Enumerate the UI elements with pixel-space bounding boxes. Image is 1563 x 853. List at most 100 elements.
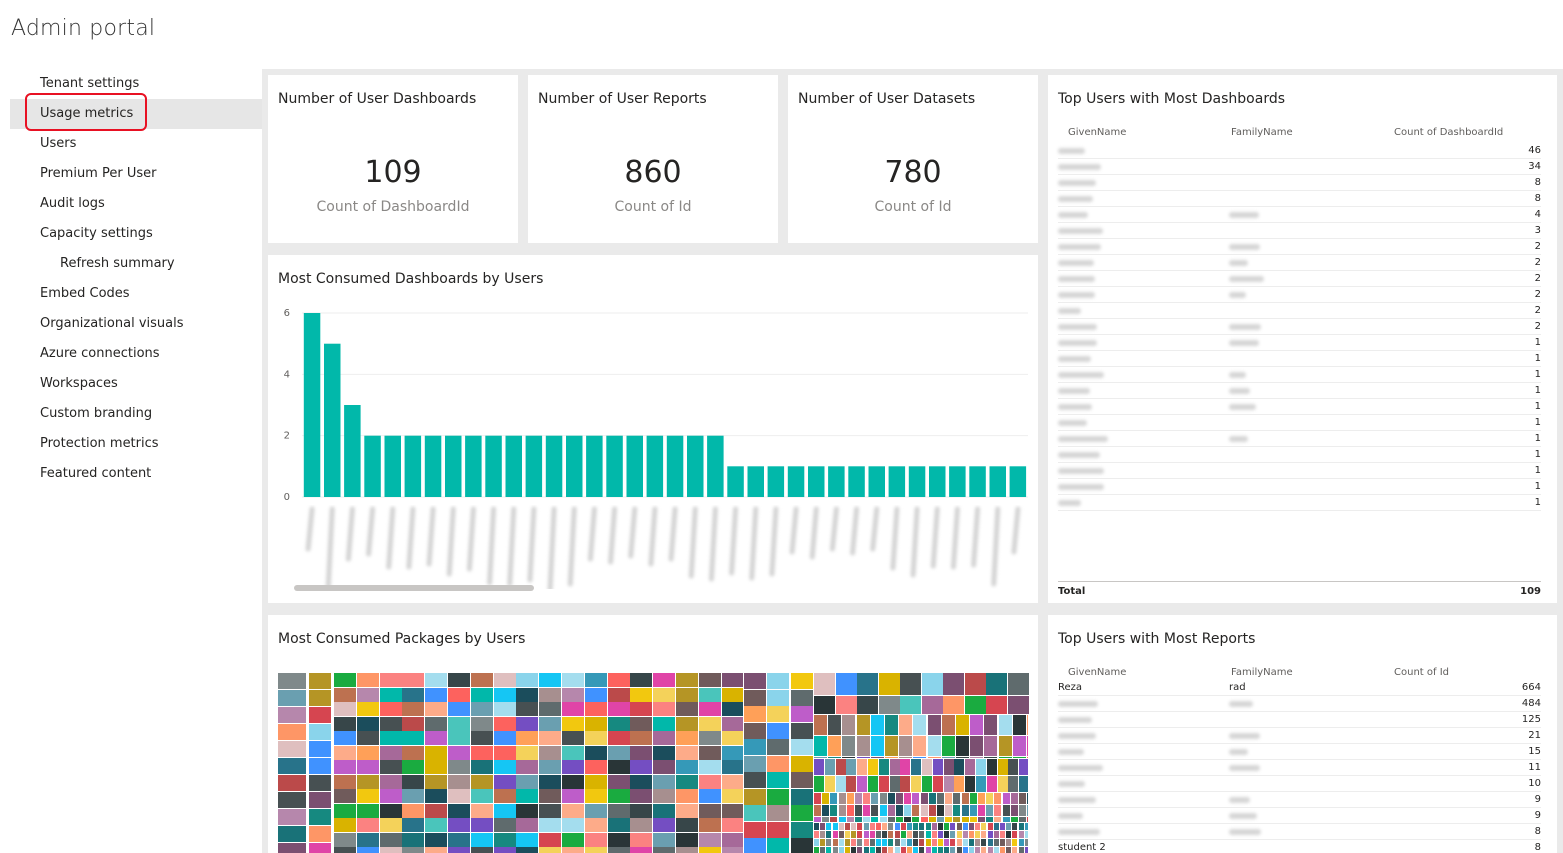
treemap-cell[interactable] (471, 702, 493, 716)
treemap-cell[interactable] (653, 746, 675, 760)
treemap-cell[interactable] (676, 833, 698, 847)
treemap-cell[interactable] (976, 776, 986, 792)
treemap-cell[interactable] (402, 717, 424, 731)
treemap-cell[interactable] (539, 731, 561, 745)
treemap-cell[interactable] (938, 847, 943, 853)
treemap-cell[interactable] (842, 715, 855, 735)
treemap-cell[interactable] (699, 804, 721, 818)
treemap-cell[interactable] (839, 793, 846, 804)
treemap-cell[interactable] (880, 805, 887, 816)
treemap-cell[interactable] (876, 831, 881, 838)
treemap-cell[interactable] (957, 831, 962, 838)
treemap-cell[interactable] (494, 818, 516, 832)
kpi-tile-datasets[interactable]: Number of User Datasets 780 Count of Id (788, 75, 1038, 243)
treemap-cell[interactable] (448, 717, 470, 731)
treemap-cell[interactable] (630, 804, 652, 818)
treemap-cell[interactable] (956, 715, 969, 735)
treemap-cell[interactable] (722, 833, 743, 847)
treemap-cell[interactable] (938, 823, 943, 830)
treemap-cell[interactable] (278, 826, 306, 842)
treemap-cell[interactable] (978, 793, 985, 804)
dashboards-bar-chart-tile[interactable]: Most Consumed Dashboards by Users 0 2 4 6 (268, 255, 1038, 603)
treemap-cell[interactable] (913, 839, 918, 846)
treemap-cell[interactable] (919, 831, 924, 838)
bar[interactable] (687, 435, 704, 497)
treemap-cell[interactable] (857, 736, 870, 756)
column-header-familyname[interactable]: FamilyName (1231, 127, 1293, 138)
treemap-cell[interactable] (963, 823, 968, 830)
sidebar-item-custom-branding[interactable]: Custom branding (0, 399, 262, 429)
treemap-cell[interactable] (986, 793, 993, 804)
bar[interactable] (888, 466, 906, 497)
treemap-cell[interactable] (516, 818, 538, 832)
treemap-cell[interactable] (846, 776, 856, 792)
treemap-cell[interactable] (334, 746, 356, 760)
treemap-cell[interactable] (676, 717, 698, 731)
table-row[interactable]: 9 (1058, 808, 1541, 824)
treemap-cell[interactable] (425, 760, 447, 774)
bar[interactable] (908, 466, 926, 497)
treemap-cell[interactable] (791, 690, 813, 706)
treemap-cell[interactable] (836, 673, 857, 695)
treemap-cell[interactable] (744, 706, 766, 722)
treemap-cell[interactable] (1019, 839, 1024, 846)
treemap-cell[interactable] (653, 789, 675, 803)
treemap-cell[interactable] (791, 739, 813, 755)
treemap-cell[interactable] (425, 688, 447, 702)
treemap-cell[interactable] (900, 759, 910, 775)
treemap-cell[interactable] (932, 831, 937, 838)
treemap-cell[interactable] (699, 760, 721, 774)
treemap-cell[interactable] (380, 804, 402, 818)
treemap-cell[interactable] (845, 847, 850, 853)
treemap-cell[interactable] (653, 688, 675, 702)
treemap-cell[interactable] (999, 736, 1012, 756)
treemap-cell[interactable] (851, 823, 856, 830)
bar[interactable] (989, 466, 1007, 497)
table-row[interactable]: 8 (1058, 191, 1541, 207)
treemap-cell[interactable] (425, 702, 447, 716)
top-users-dashboards-table[interactable]: Top Users with Most Dashboards GivenName… (1048, 75, 1557, 603)
treemap-cell[interactable] (767, 789, 789, 805)
treemap-cell[interactable] (833, 839, 838, 846)
treemap-cell[interactable] (402, 818, 424, 832)
treemap-cell[interactable] (901, 831, 906, 838)
treemap-cell[interactable] (896, 817, 903, 822)
treemap-cell[interactable] (950, 831, 955, 838)
treemap-cell[interactable] (562, 833, 584, 847)
treemap-cell[interactable] (585, 688, 607, 702)
treemap-cell[interactable] (608, 673, 630, 687)
treemap-cell[interactable] (1011, 793, 1018, 804)
treemap-cell[interactable] (904, 793, 911, 804)
treemap-cell[interactable] (900, 776, 910, 792)
treemap-cell[interactable] (839, 839, 844, 846)
treemap-cell[interactable] (562, 688, 584, 702)
treemap-cell[interactable] (830, 805, 837, 816)
treemap-cell[interactable] (744, 789, 766, 805)
treemap-cell[interactable] (402, 760, 424, 774)
treemap-cell[interactable] (309, 724, 331, 740)
treemap-cell[interactable] (585, 847, 607, 853)
treemap-cell[interactable] (357, 717, 379, 731)
column-header-count[interactable]: Count of Id (1394, 667, 1449, 678)
treemap-cell[interactable] (380, 731, 402, 745)
treemap-cell[interactable] (722, 717, 743, 731)
treemap-cell[interactable] (970, 817, 977, 822)
treemap-cell[interactable] (448, 833, 470, 847)
treemap-cell[interactable] (1008, 673, 1029, 695)
treemap-cell[interactable] (309, 673, 331, 689)
table-row[interactable]: Reza rad 664 (1058, 680, 1541, 696)
treemap-cell[interactable] (911, 776, 921, 792)
treemap-cell[interactable] (888, 831, 893, 838)
treemap-cell[interactable] (562, 818, 584, 832)
treemap-cell[interactable] (402, 789, 424, 803)
treemap-cell[interactable] (357, 833, 379, 847)
kpi-tile-reports[interactable]: Number of User Reports 860 Count of Id (528, 75, 778, 243)
treemap-cell[interactable] (876, 839, 881, 846)
treemap-cell[interactable] (585, 818, 607, 832)
treemap-cell[interactable] (846, 759, 856, 775)
treemap-cell[interactable] (969, 839, 974, 846)
treemap-cell[interactable] (1012, 823, 1017, 830)
treemap-cell[interactable] (879, 759, 889, 775)
treemap-cell[interactable] (380, 688, 402, 702)
treemap-cell[interactable] (870, 839, 875, 846)
